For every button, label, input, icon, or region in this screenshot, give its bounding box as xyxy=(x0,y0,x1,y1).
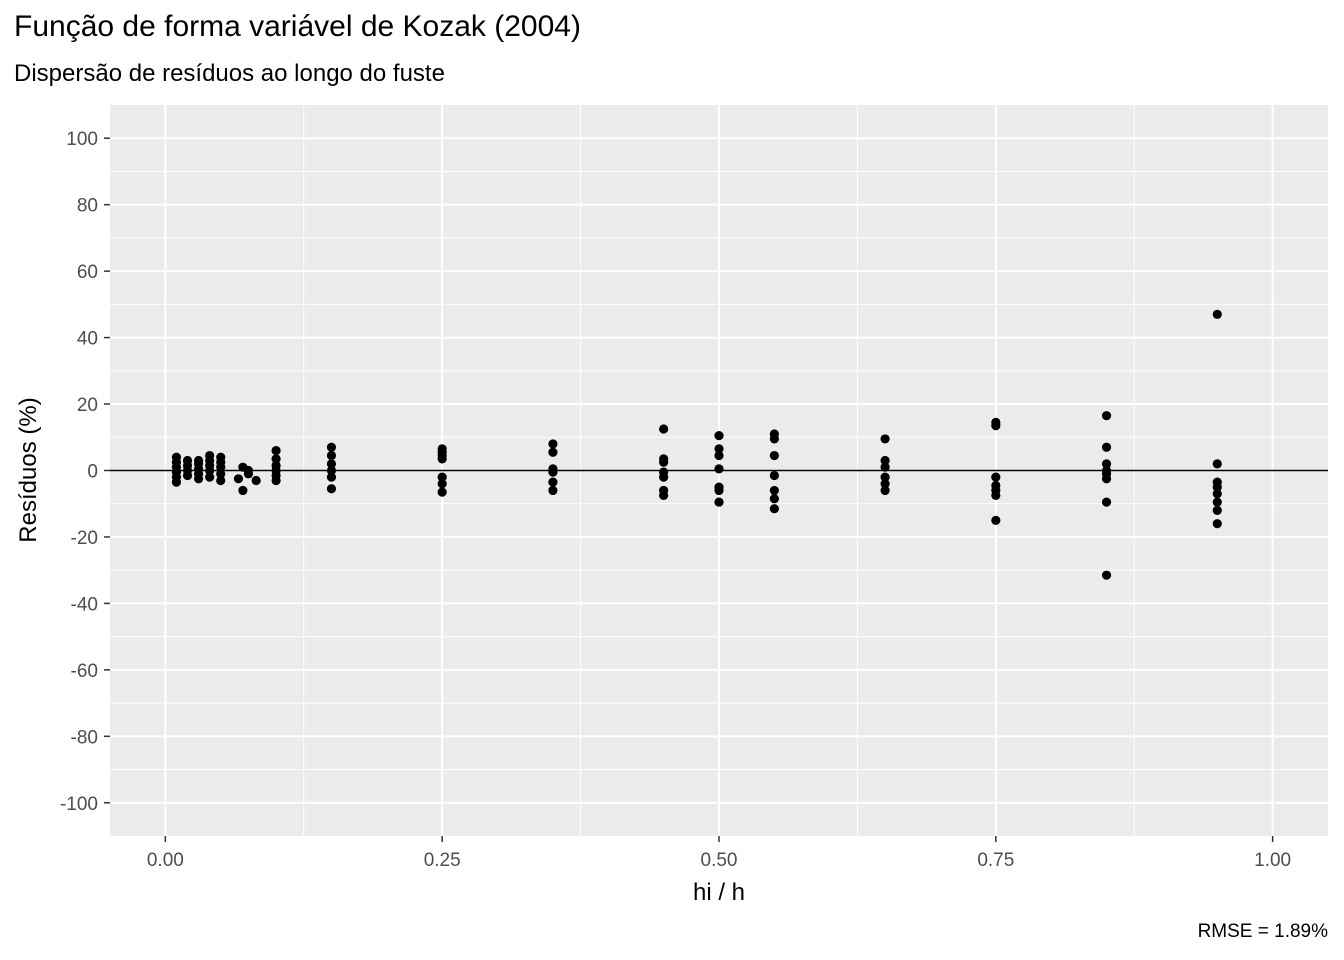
y-tick-label: 0 xyxy=(87,462,98,483)
y-tick-label: 100 xyxy=(66,129,98,150)
data-points xyxy=(171,309,1222,580)
data-point xyxy=(205,472,215,482)
data-point xyxy=(769,434,779,444)
data-point xyxy=(769,494,779,504)
chart-subtitle: Dispersão de resíduos ao longo do fuste xyxy=(14,60,445,87)
y-axis-title: Resíduos (%) xyxy=(15,397,42,542)
y-tick-label: 20 xyxy=(77,395,98,416)
y-tick-label: -20 xyxy=(71,528,98,549)
x-tick-label: 0.00 xyxy=(147,850,184,871)
data-point xyxy=(880,455,890,466)
data-point xyxy=(769,485,779,496)
data-point xyxy=(205,465,215,476)
data-point xyxy=(271,454,281,464)
data-point xyxy=(714,444,724,454)
data-point xyxy=(1212,505,1222,515)
y-tick-label: -40 xyxy=(71,594,98,615)
y-tick-label: 60 xyxy=(77,262,98,283)
rmse-caption: RMSE = 1.89% xyxy=(1197,921,1328,942)
data-point xyxy=(991,472,1001,482)
data-point xyxy=(326,484,337,494)
data-point xyxy=(326,442,337,452)
x-tick-label: 0.50 xyxy=(701,850,738,871)
data-point xyxy=(991,515,1001,525)
data-point xyxy=(880,479,890,489)
data-point xyxy=(548,485,558,496)
data-point xyxy=(880,462,890,472)
data-point xyxy=(271,475,281,486)
data-point xyxy=(1212,309,1222,319)
data-point xyxy=(326,465,337,476)
data-point xyxy=(548,439,558,449)
data-point xyxy=(326,450,337,461)
data-point xyxy=(171,477,182,487)
y-tick-label: -100 xyxy=(60,794,98,815)
y-tick-label: 80 xyxy=(77,196,98,217)
data-point xyxy=(769,470,779,481)
y-axis-ticks: -100 -80 -60 -40 -20 0 20 40 60 80 100 xyxy=(60,129,110,815)
x-axis-title: hi / h xyxy=(693,879,745,906)
data-point xyxy=(714,431,724,441)
x-axis-ticks: 0.00 0.25 0.50 0.75 1.00 xyxy=(147,836,1291,871)
data-point xyxy=(326,472,337,482)
y-tick-label: -60 xyxy=(71,661,98,682)
data-point xyxy=(437,454,447,464)
data-point xyxy=(880,434,890,444)
chart-title: Função de forma variável de Kozak (2004) xyxy=(14,10,581,43)
data-point xyxy=(1212,497,1222,507)
data-point xyxy=(193,474,204,484)
data-point xyxy=(769,504,779,514)
data-point xyxy=(216,475,226,486)
data-point xyxy=(271,445,281,456)
data-point xyxy=(991,490,1001,501)
data-point xyxy=(880,472,890,482)
data-point xyxy=(1212,459,1222,469)
data-point xyxy=(714,450,724,461)
data-point xyxy=(1101,570,1112,580)
x-tick-label: 0.25 xyxy=(424,850,461,871)
y-tick-label: 40 xyxy=(77,329,98,350)
data-point xyxy=(659,490,669,501)
data-point xyxy=(548,467,558,477)
data-point xyxy=(437,487,447,497)
data-point xyxy=(437,479,447,489)
data-point xyxy=(243,469,254,479)
data-point xyxy=(714,497,724,507)
data-point xyxy=(1101,474,1112,484)
data-point xyxy=(1101,497,1112,507)
data-point xyxy=(233,474,244,484)
data-point xyxy=(1212,519,1222,529)
data-point xyxy=(880,485,890,496)
data-point xyxy=(216,469,226,479)
data-point xyxy=(437,472,447,482)
data-point xyxy=(1101,442,1112,452)
data-point xyxy=(1212,489,1222,499)
data-point xyxy=(659,457,669,467)
data-point xyxy=(182,470,193,481)
data-point xyxy=(216,462,226,472)
data-point xyxy=(659,424,669,434)
data-point xyxy=(714,464,724,474)
x-tick-label: 0.75 xyxy=(977,850,1014,871)
x-tick-label: 1.00 xyxy=(1254,850,1291,871)
data-point xyxy=(769,450,779,461)
data-point xyxy=(251,475,261,486)
y-tick-label: -80 xyxy=(71,727,98,748)
data-point xyxy=(659,472,669,482)
data-point xyxy=(991,421,1001,431)
data-point xyxy=(1101,411,1112,421)
data-point xyxy=(326,459,337,469)
data-point xyxy=(548,447,558,457)
data-point xyxy=(1212,482,1222,492)
data-point xyxy=(1101,459,1112,469)
data-point xyxy=(238,485,248,496)
data-point xyxy=(548,477,558,487)
data-point xyxy=(714,485,724,496)
